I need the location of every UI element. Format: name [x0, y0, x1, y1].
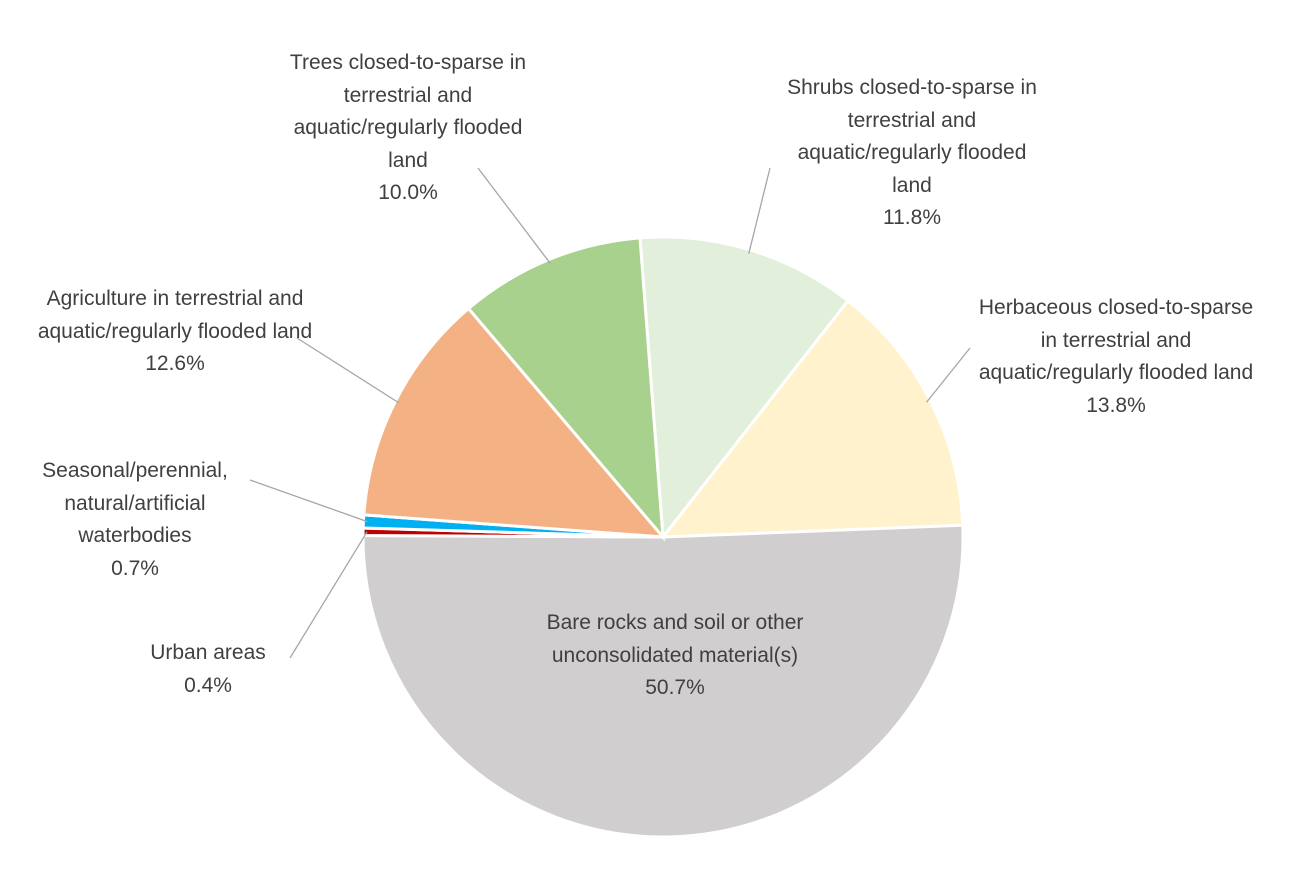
category-label: Shrubs closed-to-sparse in terrestrial a… [787, 76, 1037, 197]
slice-label: Agriculture in terrestrial and aquatic/r… [30, 283, 320, 381]
category-label: Seasonal/perennial, natural/artificial w… [42, 459, 228, 547]
value-label: 0.4% [184, 673, 232, 697]
category-label: Trees closed-to-sparse in terrestrial an… [289, 51, 527, 172]
value-label: 11.8% [883, 206, 941, 229]
value-label: 50.7% [645, 676, 705, 699]
slice-label: Seasonal/perennial, natural/artificial w… [10, 455, 260, 585]
slice-label: Bare rocks and soil or other unconsolida… [540, 607, 810, 705]
leader-line [289, 531, 368, 659]
pie-slice [466, 236, 665, 542]
value-label: 10.0% [378, 181, 438, 204]
leader-line [926, 347, 971, 403]
value-label: 13.8% [1086, 393, 1146, 417]
slice-label: Trees closed-to-sparse in terrestrial an… [273, 47, 543, 210]
leader-line [477, 167, 551, 264]
category-label: Bare rocks and soil or other unconsolida… [546, 611, 804, 667]
value-label: 12.6% [145, 352, 205, 375]
slice-label: Urban areas 0.4% [108, 637, 308, 702]
leader-line [249, 479, 368, 523]
leader-line [748, 167, 771, 254]
slice-label: Herbaceous closed-to-sparse in terrestri… [979, 292, 1254, 422]
leader-line [296, 337, 400, 404]
category-label: Urban areas [150, 641, 266, 664]
pie-slice [361, 523, 965, 839]
pie-slice [659, 298, 965, 539]
category-label: Herbaceous closed-to-sparse in terrestri… [978, 296, 1254, 384]
value-label: 0.7% [111, 556, 159, 580]
category-label: Agriculture in terrestrial and aquatic/r… [37, 287, 313, 343]
slice-label: Shrubs closed-to-sparse in terrestrial a… [787, 72, 1037, 235]
